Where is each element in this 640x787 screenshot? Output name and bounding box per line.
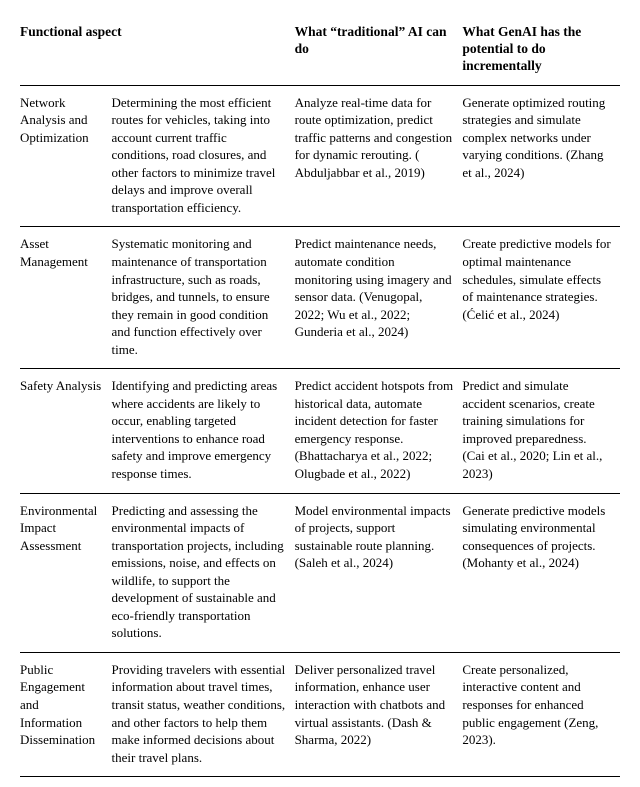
cell-description: Systematic monitoring and maintenance of… xyxy=(112,227,295,369)
cell-genai: Generate optimized routing strategies an… xyxy=(462,85,620,227)
table-row: Environmental Impact AssessmentPredictin… xyxy=(20,493,620,652)
comparison-table: Functional aspect What “traditional” AI … xyxy=(20,18,620,777)
cell-aspect: Asset Management xyxy=(20,227,112,369)
cell-genai: Generate predictive models simulating en… xyxy=(462,493,620,652)
cell-aspect: Environmental Impact Assessment xyxy=(20,493,112,652)
table-row: Public Engagement and Information Dissem… xyxy=(20,652,620,776)
cell-genai: Create predictive models for optimal mai… xyxy=(462,227,620,369)
cell-description: Predicting and assessing the environment… xyxy=(112,493,295,652)
cell-description: Determining the most efficient routes fo… xyxy=(112,85,295,227)
col-header-genai: What GenAI has the potential to do incre… xyxy=(462,18,620,85)
cell-traditional-ai: Deliver personalized travel information,… xyxy=(295,652,463,776)
table-row: Network Analysis and OptimizationDetermi… xyxy=(20,85,620,227)
cell-genai: Predict and simulate accident scenarios,… xyxy=(462,369,620,493)
comparison-table-container: Functional aspect What “traditional” AI … xyxy=(0,0,640,787)
col-header-functional-aspect: Functional aspect xyxy=(20,18,295,85)
cell-aspect: Public Engagement and Information Dissem… xyxy=(20,652,112,776)
cell-aspect: Safety Analysis xyxy=(20,369,112,493)
table-row: Safety AnalysisIdentifying and predictin… xyxy=(20,369,620,493)
cell-traditional-ai: Model environmental impacts of projects,… xyxy=(295,493,463,652)
cell-description: Identifying and predicting areas where a… xyxy=(112,369,295,493)
cell-description: Providing travelers with essential infor… xyxy=(112,652,295,776)
cell-traditional-ai: Analyze real-time data for route optimiz… xyxy=(295,85,463,227)
cell-genai: Create personalized, interactive content… xyxy=(462,652,620,776)
table-header-row: Functional aspect What “traditional” AI … xyxy=(20,18,620,85)
cell-traditional-ai: Predict maintenance needs, automate cond… xyxy=(295,227,463,369)
cell-aspect: Network Analysis and Optimization xyxy=(20,85,112,227)
col-header-traditional-ai: What “traditional” AI can do xyxy=(295,18,463,85)
table-row: Asset ManagementSystematic monitoring an… xyxy=(20,227,620,369)
cell-traditional-ai: Predict accident hotspots from historica… xyxy=(295,369,463,493)
